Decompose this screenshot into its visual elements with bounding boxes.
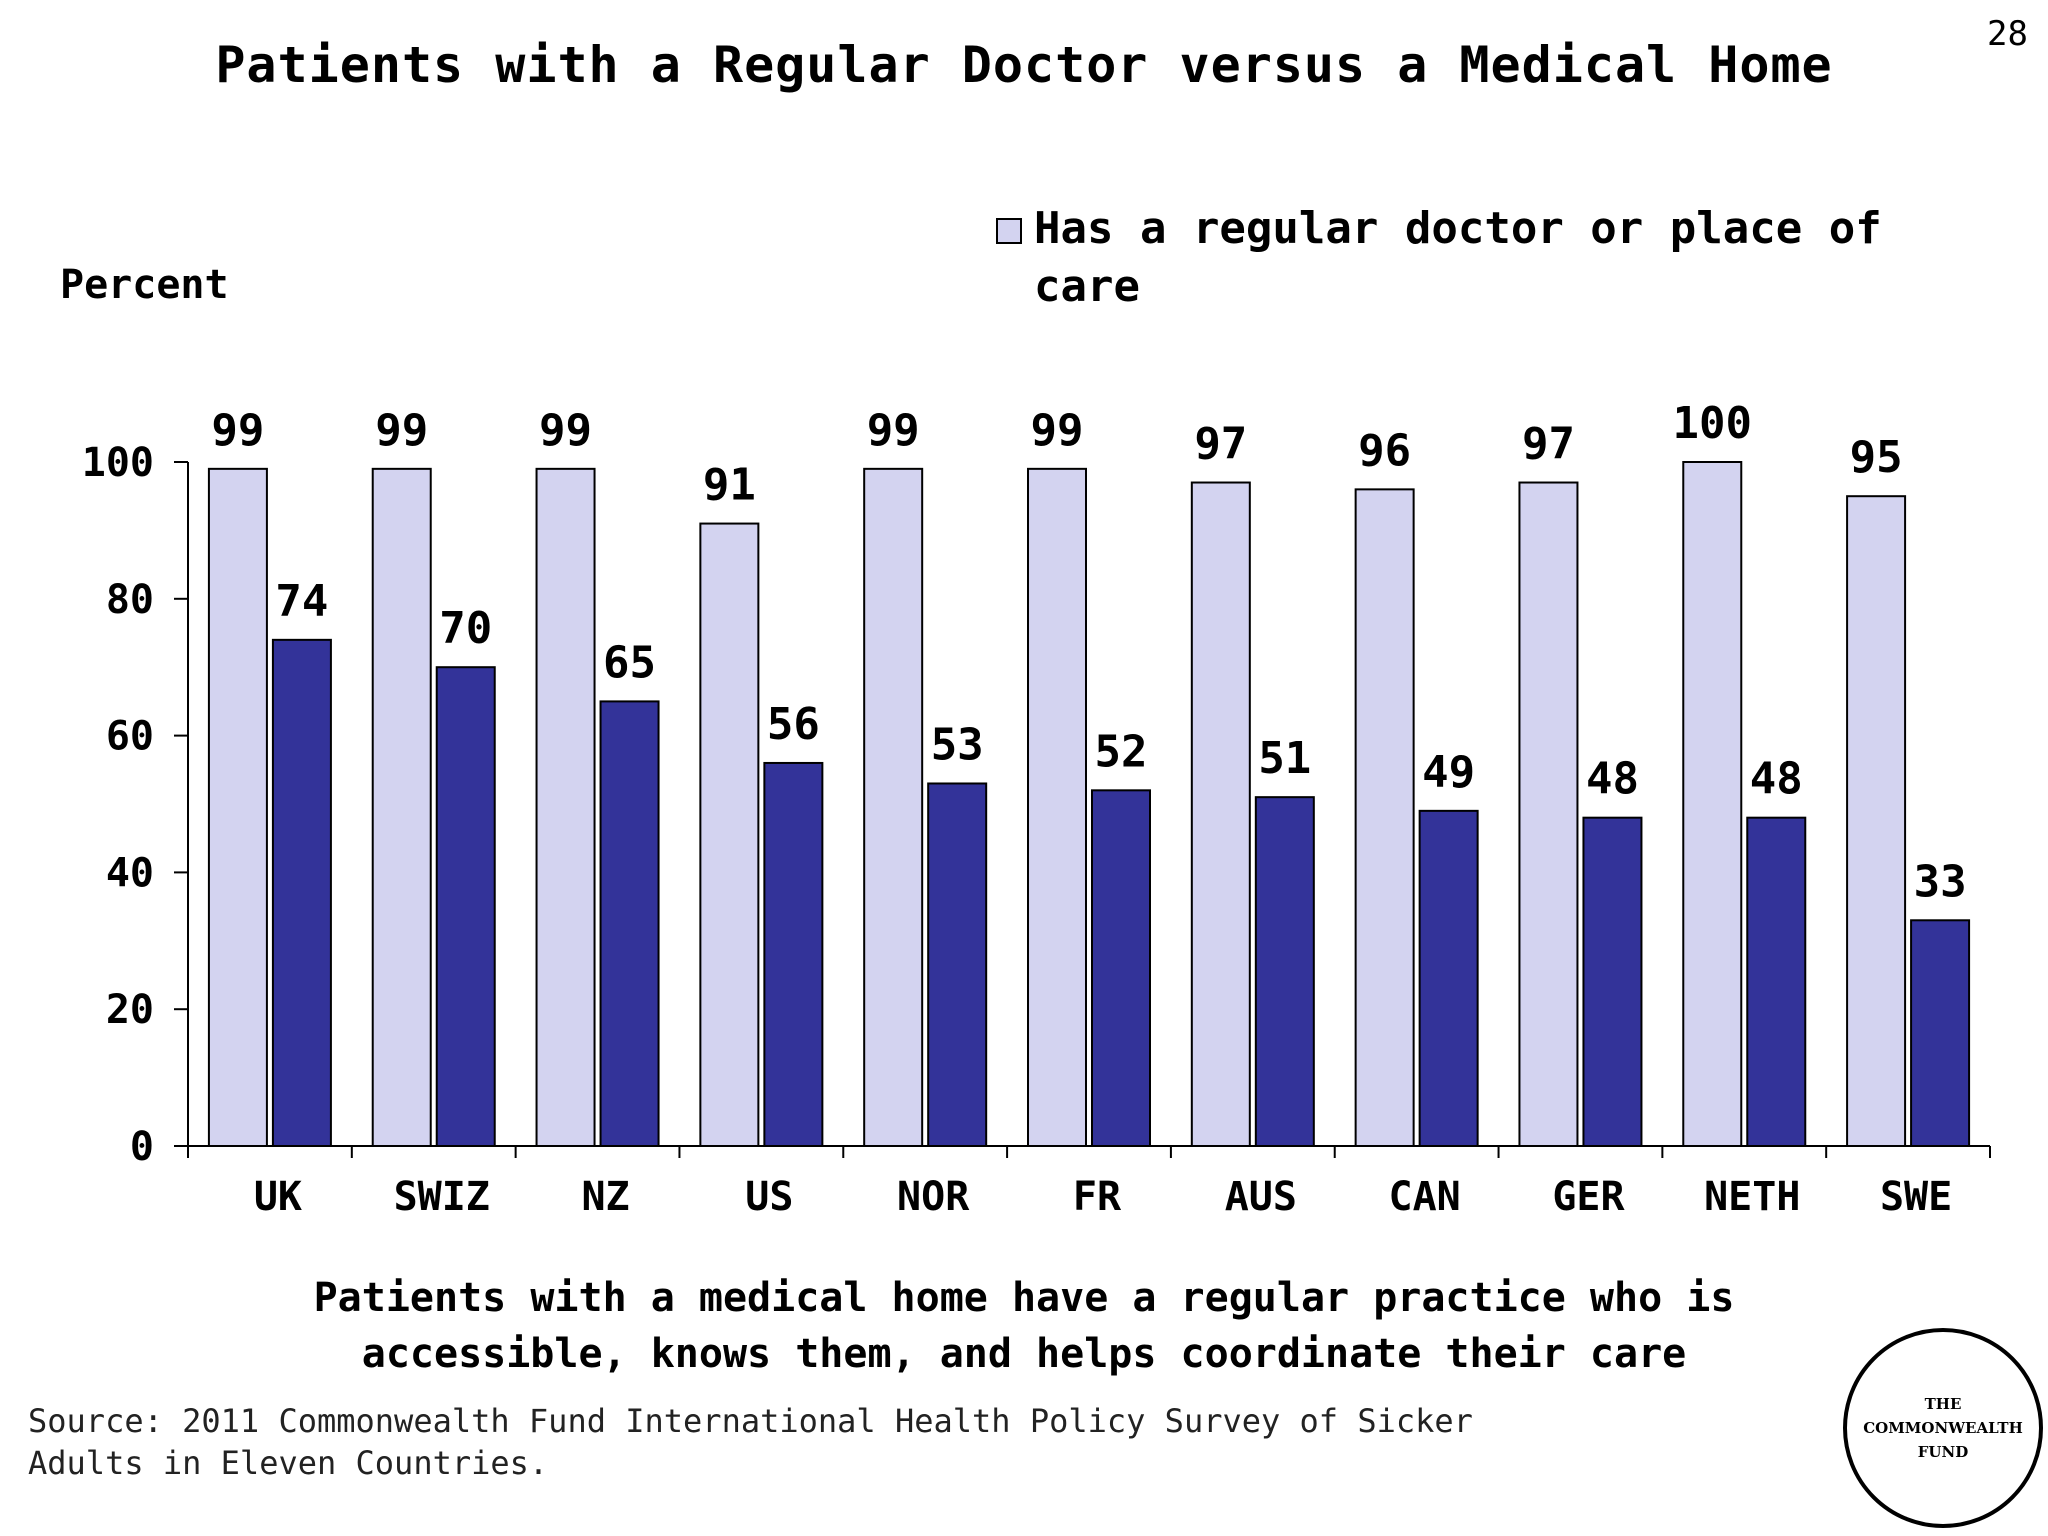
data-label-series-2-can: 49 <box>1422 747 1475 798</box>
x-tick-label: UK <box>254 1174 302 1220</box>
legend-label-regular-doctor: Has a regular doctor or place of care <box>1034 203 1882 312</box>
data-label-series-2-ger: 48 <box>1586 754 1639 805</box>
chart-data-labels: 99 99 99 91 99 99 97 96 97 100 95 74 70 65 56 53 52 51 49 4… <box>211 398 1966 907</box>
source-line-1: Source: 2011 Commonwealth Fund Internati… <box>28 1402 1473 1440</box>
data-label-series-2-neth: 48 <box>1750 754 1803 805</box>
x-tick-label: AUS <box>1225 1174 1297 1220</box>
y-tick-label: 0 <box>130 1124 154 1170</box>
bar-series-2-aus <box>1254 796 1315 1147</box>
data-label-series-1-fr: 99 <box>1031 405 1084 456</box>
page-number: 28 <box>1987 14 2028 54</box>
source-note: Source: 2011 Commonwealth Fund Internati… <box>28 1400 1628 1484</box>
x-tick-label: NOR <box>897 1174 970 1220</box>
chart-axes: 0 20 40 60 80 100 UK SWIZ NZ US NOR FR AUS CAN GER NETH… <box>82 440 1991 1220</box>
y-tick-label: 40 <box>106 850 154 896</box>
bar-series-2-nz <box>599 700 660 1148</box>
y-tick-label: 80 <box>106 577 154 623</box>
bar-series-2-ger <box>1582 816 1643 1147</box>
legend-swatch-regular-doctor <box>996 218 1022 244</box>
bar-series-1-fr <box>1027 467 1087 1147</box>
data-label-series-1-aus: 97 <box>1194 419 1247 470</box>
y-tick-label: 100 <box>82 440 154 486</box>
bar-series-1-swiz <box>371 467 432 1147</box>
bar-series-1-can <box>1354 488 1415 1147</box>
bar-series-1-aus <box>1190 481 1251 1147</box>
chart-bars <box>207 461 1971 1148</box>
x-tick-label: NZ <box>581 1174 629 1220</box>
source-line-2: Adults in Eleven Countries. <box>28 1444 549 1482</box>
logo-line-2: COMMONWEALTH <box>1863 1419 2023 1437</box>
bar-series-2-swe <box>1910 919 1971 1148</box>
bar-series-2-uk <box>271 638 332 1148</box>
bar-series-2-us <box>763 761 824 1148</box>
bar-series-1-nor <box>863 467 924 1147</box>
data-label-series-1-neth: 100 <box>1673 398 1752 449</box>
data-label-series-2-nor: 53 <box>931 719 984 770</box>
bar-series-1-ger <box>1518 481 1579 1147</box>
y-tick-label: 60 <box>106 714 154 760</box>
data-label-series-1-swiz: 99 <box>375 405 428 456</box>
data-label-series-2-swiz: 70 <box>439 603 492 654</box>
commonwealth-fund-logo: THE COMMONWEALTH FUND <box>1843 1328 2043 1528</box>
x-tick-label: CAN <box>1389 1174 1461 1220</box>
bar-series-1-us <box>699 522 760 1147</box>
x-tick-label: GER <box>1552 1174 1625 1220</box>
data-label-series-2-swe: 33 <box>1914 856 1967 907</box>
legend: Has a regular doctor or place of care <box>996 200 1956 316</box>
data-label-series-1-nor: 99 <box>867 405 920 456</box>
logo-line-3: FUND <box>1917 1443 1969 1461</box>
x-tick-label: FR <box>1073 1174 1122 1220</box>
data-label-series-2-uk: 74 <box>275 576 328 627</box>
bar-series-2-fr <box>1091 789 1151 1147</box>
bar-series-2-can <box>1418 809 1479 1148</box>
data-label-series-1-nz: 99 <box>539 405 592 456</box>
bar-series-1-nz <box>535 467 596 1147</box>
bar-series-1-neth <box>1682 461 1743 1147</box>
data-label-series-1-uk: 99 <box>211 405 264 456</box>
data-label-series-1-us: 91 <box>703 460 756 511</box>
bar-series-1-swe <box>1846 495 1907 1147</box>
y-axis-label: Percent <box>60 262 229 308</box>
bar-series-2-nor <box>927 782 988 1147</box>
data-label-series-2-nz: 65 <box>603 637 656 688</box>
bar-series-2-swiz <box>435 666 496 1147</box>
x-tick-label: NETH <box>1704 1174 1800 1220</box>
x-tick-label: US <box>745 1174 793 1220</box>
data-label-series-1-can: 96 <box>1358 425 1411 476</box>
x-tick-label: SWE <box>1880 1174 1952 1220</box>
data-label-series-2-us: 56 <box>767 699 820 750</box>
y-tick-label: 20 <box>106 987 154 1033</box>
bar-series-2-neth <box>1746 816 1807 1147</box>
footnote: Patients with a medical home have a regu… <box>0 1270 2048 1382</box>
data-label-series-1-ger: 97 <box>1522 419 1575 470</box>
x-tick-label: SWIZ <box>394 1174 490 1220</box>
footnote-line-1: Patients with a medical home have a regu… <box>313 1275 1735 1321</box>
bar-series-1-uk <box>207 467 268 1147</box>
logo-line-1: THE <box>1924 1395 1962 1413</box>
data-label-series-2-fr: 52 <box>1095 726 1148 777</box>
chart-title: Patients with a Regular Doctor versus a … <box>215 36 1833 94</box>
footnote-line-2: accessible, knows them, and helps coordi… <box>361 1331 1687 1377</box>
data-label-series-1-swe: 95 <box>1850 432 1903 483</box>
data-label-series-2-aus: 51 <box>1258 733 1311 784</box>
